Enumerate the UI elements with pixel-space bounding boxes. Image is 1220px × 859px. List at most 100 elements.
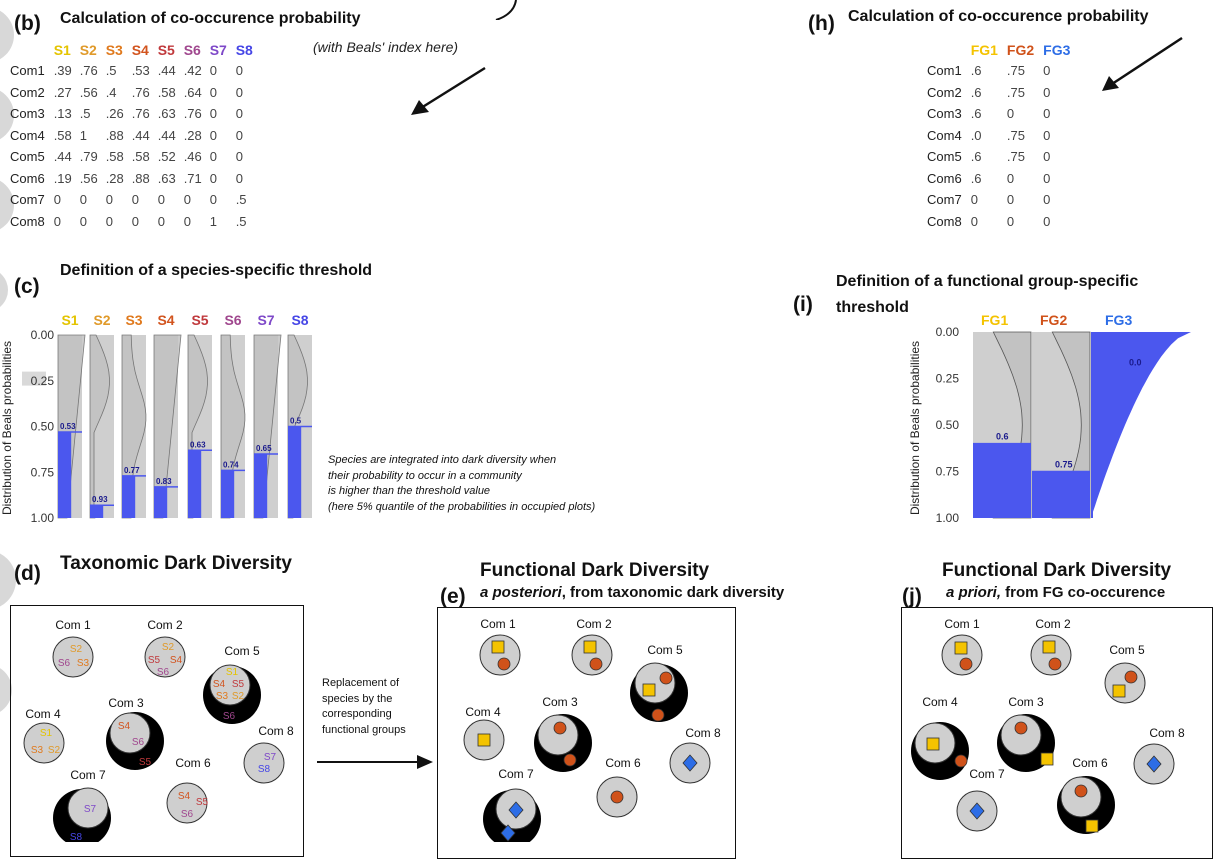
table-cell: 0 <box>1043 127 1051 143</box>
community-label: Com 2 <box>147 618 183 632</box>
species-threshold-plot: Distribution of Beals probabilities0.000… <box>0 312 312 525</box>
table-row: Com1 .6 .75 0 <box>924 60 1076 82</box>
species-header: S1 <box>61 312 78 328</box>
threshold-fill <box>288 426 302 518</box>
row-label: Com6 <box>927 170 962 186</box>
species-tag: S3 <box>77 658 90 669</box>
table-cell: .44 <box>157 63 176 79</box>
panel-j-subtitle-em: a priori, <box>946 584 1002 601</box>
species-tag: S5 <box>148 655 161 666</box>
table-cell: 0 <box>209 84 217 100</box>
table-cell: 0 <box>209 106 217 122</box>
column-header: FG1 <box>970 42 998 58</box>
fg1-square <box>642 683 656 697</box>
community-label: Com 4 <box>465 705 501 719</box>
species-violin-2: 0.93 S2 <box>89 312 114 519</box>
table-cell: .5 <box>235 213 247 229</box>
table-cell: .58 <box>157 84 176 100</box>
table-row: Com3 .13 .5 .26 .76 .63 .76 0 0 <box>7 103 259 125</box>
row-label: Com2 <box>927 84 962 100</box>
table-cell: .76 <box>131 84 150 100</box>
table-cell: 0 <box>53 213 61 229</box>
fg2-circle <box>959 657 973 671</box>
table-cell: .75 <box>1006 84 1025 100</box>
table-cell: .44 <box>157 127 176 143</box>
column-header: S6 <box>183 42 201 58</box>
species-violin-6: 0.74 S6 <box>220 312 246 519</box>
community-circle <box>109 712 151 754</box>
table-cell: .53 <box>131 63 150 79</box>
column-header: S7 <box>209 42 227 58</box>
panel-b-title: Calculation of co-occurence probability <box>60 10 361 27</box>
fg2-circle <box>651 708 665 722</box>
threshold-value-label: 0.83 <box>156 477 172 486</box>
community-circle <box>52 636 94 678</box>
table-cell: 0 <box>235 106 243 122</box>
y-axis-label: Distribution of Beals probabilities <box>908 341 922 515</box>
table-cell: .88 <box>105 127 124 143</box>
table-row: Com5 .44 .79 .58 .58 .52 .46 0 0 <box>7 146 259 168</box>
community-3 <box>534 714 592 772</box>
community-7 <box>483 788 541 842</box>
table-cell: .76 <box>183 106 202 122</box>
species-tag: S3 <box>216 691 229 702</box>
community-label: Com 7 <box>498 767 534 781</box>
fg1-square <box>1112 684 1126 698</box>
table-cell: .63 <box>157 106 176 122</box>
table-row: Com8 0 0 0 <box>924 211 1076 233</box>
community-label: Com 5 <box>647 643 683 657</box>
table-cell: 0 <box>183 192 191 208</box>
panel-b-subtitle: (with Beals' index here) <box>313 39 459 55</box>
table-cell: .4 <box>105 84 117 100</box>
row-label: Com1 <box>927 63 962 79</box>
table-cell: .63 <box>157 170 176 186</box>
species-tag: S3 <box>31 745 44 756</box>
table-row: Com4 .0 .75 0 <box>924 125 1076 147</box>
note-line-3: is higher than the threshold value <box>328 485 491 497</box>
community-label: Com 6 <box>175 756 211 770</box>
threshold-fill <box>254 453 268 518</box>
y-tick-label: 1.00 <box>31 511 55 525</box>
threshold-value-label: 0.75 <box>1055 460 1073 470</box>
table-cell: 0 <box>1006 192 1015 208</box>
panel-b-label: (b) <box>14 12 41 35</box>
species-violin-4: 0.83 S4 <box>153 312 182 519</box>
replacement-line-4: functional groups <box>322 723 406 736</box>
species-tag: S4 <box>118 721 131 732</box>
table-cell: .28 <box>105 170 124 186</box>
table-cell: 0 <box>235 170 243 186</box>
table-cell: .58 <box>105 149 124 165</box>
y-tick-label: 0.50 <box>31 420 55 434</box>
species-violin-1: 0.53 S1 <box>57 312 86 519</box>
species-header: S3 <box>125 312 142 328</box>
row-label: Com6 <box>10 170 45 186</box>
replacement-arrow <box>317 755 433 769</box>
table-cell: .56 <box>79 84 98 100</box>
group-violin-3: 0.0 FG3 <box>1091 312 1191 518</box>
table-cell: .39 <box>53 63 72 79</box>
community-3 <box>997 714 1055 772</box>
y-axis-label: Distribution of Beals probabilities <box>0 341 14 515</box>
panel-h-label: (h) <box>808 12 835 35</box>
species-tag: S6 <box>223 711 236 722</box>
table-cell: 0 <box>79 213 87 229</box>
panel-i-title-2: threshold <box>836 299 909 316</box>
community-label: Com 8 <box>258 724 294 738</box>
table-row: Com5 .6 .75 0 <box>924 146 1076 168</box>
threshold-value-label: 0.6 <box>996 432 1009 442</box>
table-cell: .42 <box>183 63 202 79</box>
panel-i-label: (i) <box>793 293 813 316</box>
threshold-fill <box>1091 332 1191 518</box>
community-circle <box>941 634 983 676</box>
fg2-circle <box>1048 657 1062 671</box>
table-cell: .58 <box>131 149 150 165</box>
community-label: Com 1 <box>55 618 91 632</box>
species-tag: S2 <box>48 745 61 756</box>
community-6 <box>596 776 638 818</box>
row-label: Com8 <box>10 213 45 229</box>
community-1 <box>479 634 521 676</box>
fg2-circle <box>659 671 673 685</box>
row-label: Com3 <box>927 106 962 122</box>
community-1: S2 S6 S3 <box>52 636 94 678</box>
species-violin-8: 0.5 S8 <box>287 312 312 519</box>
